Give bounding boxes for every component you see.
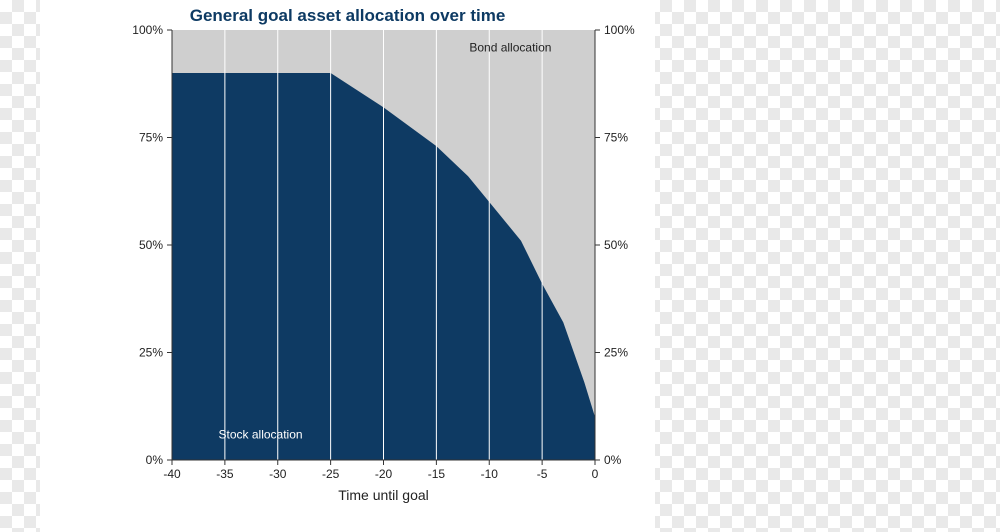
x-tick-label: -40: [163, 467, 181, 481]
x-tick-label: -30: [269, 467, 287, 481]
plot-area: 0% 0% 25% 25% 50% 50% 75% 75% 100% 100% -40 -35 -30 -…: [40, 0, 655, 532]
x-tick-label: -20: [375, 467, 393, 481]
stock-allocation-label: Stock allocation: [219, 428, 303, 442]
x-tick-label: -5: [537, 467, 548, 481]
y-tick-label-right: 75%: [604, 131, 628, 145]
x-tick-label: 0: [592, 467, 599, 481]
y-tick-label-left: 75%: [139, 131, 163, 145]
x-tick-label: -15: [428, 467, 446, 481]
y-tick-label-right: 0%: [604, 453, 622, 467]
y-tick-label-left: 50%: [139, 238, 163, 252]
y-tick-label-right: 50%: [604, 238, 628, 252]
x-tick-label: -10: [481, 467, 499, 481]
y-tick-label-left: 100%: [132, 23, 163, 37]
y-tick-label-right: 100%: [604, 23, 635, 37]
y-tick-label-left: 0%: [146, 453, 164, 467]
x-tick-label: -25: [322, 467, 340, 481]
y-tick-label-left: 25%: [139, 346, 163, 360]
chart-card: General goal asset allocation over time …: [40, 0, 655, 532]
bond-allocation-label: Bond allocation: [469, 41, 551, 55]
x-axis-label: Time until goal: [338, 487, 429, 503]
y-tick-label-right: 25%: [604, 346, 628, 360]
x-tick-label: -35: [216, 467, 234, 481]
chart-container: General goal asset allocation over time …: [0, 0, 1000, 532]
